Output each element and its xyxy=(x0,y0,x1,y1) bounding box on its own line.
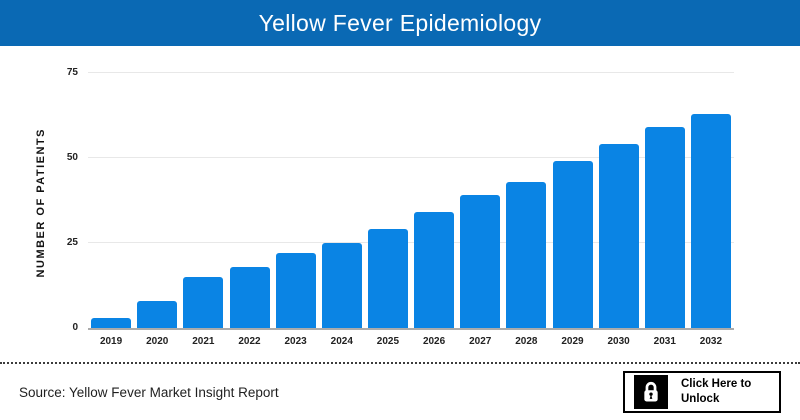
gridline-75 xyxy=(88,72,734,73)
bar-chart: NUMBER OF PATIENTS 0 25 50 75 2019 2020 2021 20… xyxy=(0,46,800,362)
y-tick-label-25: 25 xyxy=(66,237,78,248)
plot-area: 0 25 50 75 2019 2020 2021 2022 2023 2024 2025 2026 2… xyxy=(67,67,734,347)
lock-icon xyxy=(634,375,668,409)
x-tick-label-2032: 2032 xyxy=(699,336,723,347)
chart-title-bar: Yellow Fever Epidemiology xyxy=(0,0,800,46)
x-tick-label-2029: 2029 xyxy=(561,336,584,347)
bar-2030 xyxy=(598,144,639,328)
x-tick-label-2026: 2026 xyxy=(422,336,446,347)
y-tick-label-0: 0 xyxy=(72,322,78,333)
x-tick-label-2028: 2028 xyxy=(515,336,538,347)
y-tick-label-50: 50 xyxy=(66,152,78,163)
bar-2022 xyxy=(229,266,270,328)
bar-2025 xyxy=(367,229,408,328)
unlock-button-label: Click Here to Unlock xyxy=(681,378,752,405)
bar-2029 xyxy=(552,161,593,328)
bar-2024 xyxy=(321,243,362,328)
y-axis-title: NUMBER OF PATIENTS xyxy=(35,127,47,278)
bar-2032 xyxy=(690,113,731,328)
dotted-divider xyxy=(0,362,800,364)
x-tick-label-2025: 2025 xyxy=(376,336,400,347)
bar-2027 xyxy=(460,195,501,328)
x-tick-label-2030: 2030 xyxy=(607,336,630,347)
x-tick-label-2019: 2019 xyxy=(99,336,123,347)
footer: Source: Yellow Fever Market Insight Repo… xyxy=(0,364,800,420)
bar-2023 xyxy=(275,253,316,328)
x-tick-label-2020: 2020 xyxy=(146,336,169,347)
x-tick-label-2023: 2023 xyxy=(284,336,307,347)
x-tick-label-2022: 2022 xyxy=(238,336,261,347)
bar-2026 xyxy=(414,212,455,328)
bar-2031 xyxy=(644,127,685,328)
gridline-50 xyxy=(88,157,734,158)
x-tick-label-2031: 2031 xyxy=(653,336,676,347)
unlock-button[interactable]: Click Here to Unlock xyxy=(623,371,781,413)
bar-2021 xyxy=(183,277,224,328)
gridline-25 xyxy=(88,242,734,243)
source-note: Source: Yellow Fever Market Insight Repo… xyxy=(19,384,279,400)
x-tick-label-2027: 2027 xyxy=(469,336,492,347)
bar-2019 xyxy=(91,317,132,328)
bar-2020 xyxy=(137,300,178,328)
bar-2028 xyxy=(506,181,547,328)
y-tick-label-75: 75 xyxy=(66,67,78,78)
x-tick-label-2021: 2021 xyxy=(192,336,215,347)
x-tick-label-2024: 2024 xyxy=(330,336,353,347)
page-title: Yellow Fever Epidemiology xyxy=(258,9,542,36)
